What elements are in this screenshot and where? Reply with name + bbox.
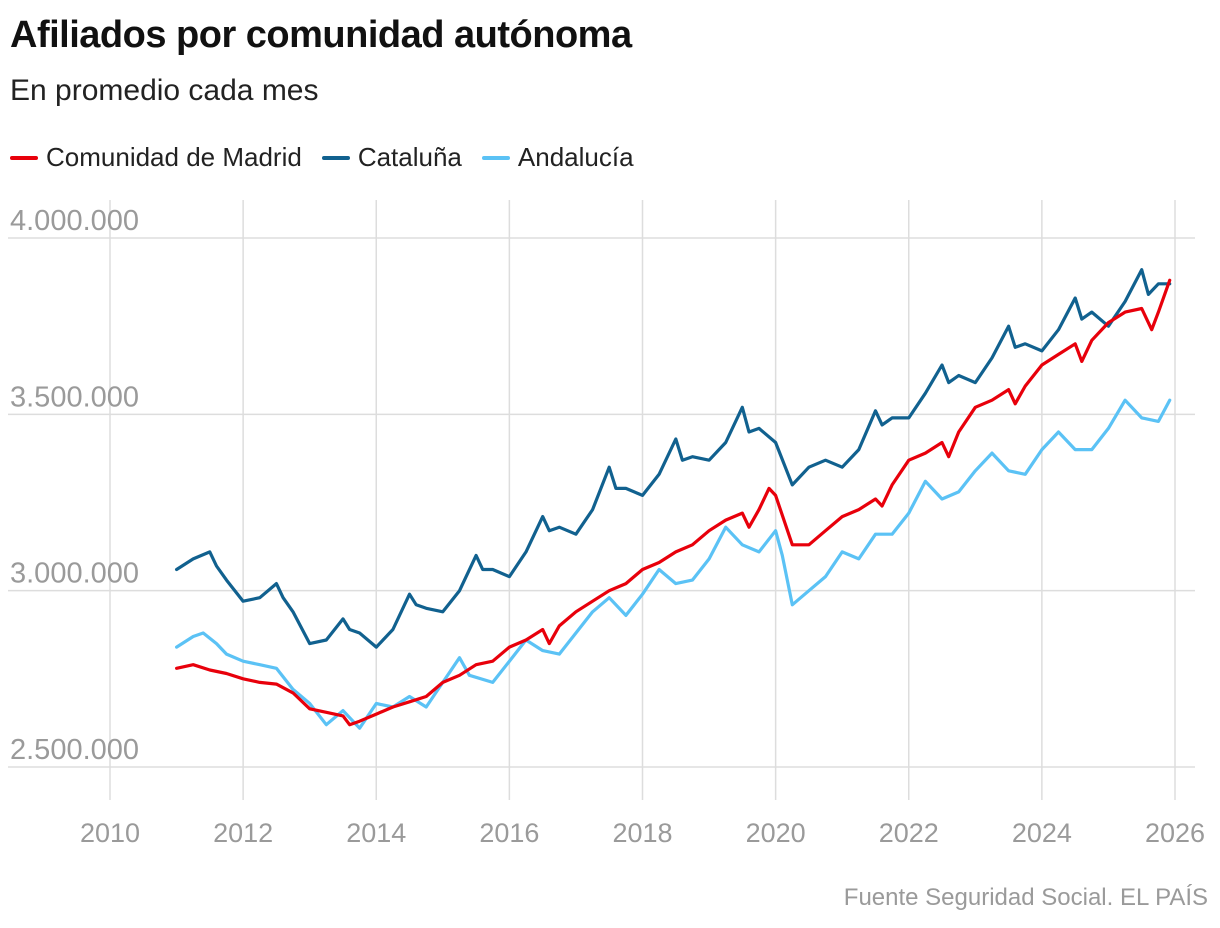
x-tick-label-2014: 2014 [346,818,406,848]
y-tick-label-3500000: 3.500.000 [10,381,139,413]
x-tick-label-2010: 2010 [80,818,140,848]
series-line-comunidad-de-madrid [175,278,1172,727]
y-tick-label-3000000: 3.000.000 [10,558,139,590]
y-tick-label-4000000: 4.000.000 [10,205,139,237]
legend: Comunidad de Madrid Cataluña Andalucía [10,142,654,173]
y-tick-label-2500000: 2.500.000 [10,734,139,766]
legend-swatch-andalucia [481,155,510,160]
legend-label-andalucia: Andalucía [517,142,634,172]
x-tick-label-2012: 2012 [213,818,273,848]
series-line-catalu-a [175,268,1172,649]
source-note: Fuente Seguridad Social. EL PAÍS [843,884,1208,911]
legend-swatch-cataluna [321,155,350,160]
x-tick-label-2022: 2022 [879,818,939,848]
x-tick-label-2020: 2020 [746,818,806,848]
chart-title: Afiliados por comunidad autónoma [10,14,632,56]
chart-subtitle: En promedio cada mes [10,74,319,107]
legend-label-cataluna: Cataluña [357,142,462,172]
legend-item-cataluna: Cataluña [321,142,462,173]
series-line-andaluc-a [175,398,1172,730]
legend-label-madrid: Comunidad de Madrid [46,142,302,172]
x-tick-label-2018: 2018 [612,818,672,848]
legend-item-madrid: Comunidad de Madrid [10,142,302,173]
legend-swatch-madrid [10,155,38,160]
x-tick-label-2016: 2016 [479,818,539,848]
legend-item-andalucia: Andalucía [481,142,634,173]
x-tick-label-2026: 2026 [1145,818,1205,848]
x-tick-label-2024: 2024 [1012,818,1072,848]
